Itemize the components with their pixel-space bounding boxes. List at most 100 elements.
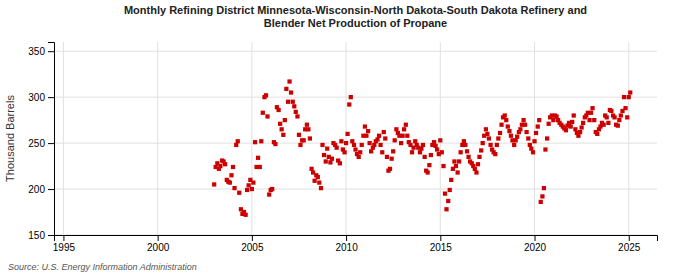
point (570, 120, 574, 124)
x-tick-label: 2015 (430, 242, 453, 253)
point (456, 170, 460, 174)
point (312, 179, 316, 183)
point (581, 121, 585, 125)
point (540, 194, 544, 198)
x-tick-mark (535, 235, 536, 241)
point (595, 132, 599, 136)
title: Monthly Refining District Minnesota-Wisc… (124, 4, 587, 29)
point (446, 199, 450, 203)
point (306, 127, 310, 131)
point (619, 113, 623, 117)
point (324, 159, 328, 163)
point (493, 152, 497, 156)
grid (54, 42, 657, 235)
point (612, 115, 616, 119)
y-tick: 250 (28, 138, 54, 149)
point (423, 155, 427, 159)
point (328, 160, 332, 164)
y-tick: 350 (28, 46, 54, 57)
point (292, 104, 296, 108)
point (228, 180, 232, 184)
y-tick-mark (48, 97, 54, 98)
point (523, 123, 527, 127)
point (283, 118, 287, 122)
point (394, 127, 398, 131)
point (280, 127, 284, 131)
x-tick-mark (629, 235, 630, 241)
point (261, 111, 265, 115)
point (402, 127, 406, 131)
grid-line-y (54, 189, 657, 190)
grid-line-y (54, 51, 657, 52)
point (413, 139, 417, 143)
x-tick-label: 2020 (524, 242, 547, 253)
x-axis: 1995200020052010201520202025 (53, 235, 658, 253)
point (457, 159, 461, 163)
point (265, 114, 269, 118)
point (366, 129, 370, 133)
point (443, 192, 447, 196)
point (404, 123, 408, 127)
point (237, 191, 241, 195)
y-tick-label: 300 (28, 92, 45, 103)
grid-line-x (628, 42, 629, 235)
y-tick-mark (48, 189, 54, 190)
point (352, 143, 356, 147)
point (339, 139, 343, 143)
point (421, 143, 425, 147)
point (410, 150, 414, 154)
point (223, 162, 227, 166)
grid-line-y (54, 97, 657, 98)
point (476, 162, 480, 166)
point (623, 106, 627, 110)
y-tick-mark (48, 51, 54, 52)
point (358, 150, 362, 154)
point (287, 79, 291, 83)
point (253, 140, 257, 144)
grid-line-x (346, 42, 347, 235)
point (551, 118, 555, 122)
point (440, 150, 444, 154)
point (427, 163, 431, 167)
point (466, 155, 470, 159)
point (484, 127, 488, 131)
point (526, 136, 530, 140)
point (473, 167, 477, 171)
point (284, 87, 288, 91)
point (325, 146, 329, 150)
point (507, 129, 511, 133)
point (485, 132, 489, 136)
point (229, 173, 233, 177)
point (531, 150, 535, 154)
point (590, 106, 594, 110)
point (322, 153, 326, 157)
point (382, 130, 386, 134)
point (495, 143, 499, 147)
point (572, 113, 576, 117)
points (212, 79, 632, 217)
point (545, 136, 549, 140)
x-axis-line (55, 236, 658, 242)
point (297, 133, 301, 137)
point (281, 133, 285, 137)
point (383, 136, 387, 140)
point (479, 148, 483, 152)
point (364, 134, 368, 138)
point (244, 213, 248, 217)
point (481, 141, 485, 145)
point (477, 155, 481, 159)
point (488, 143, 492, 147)
point (258, 165, 262, 169)
point (580, 125, 584, 129)
point (363, 124, 367, 128)
point (305, 123, 309, 127)
point (554, 114, 558, 118)
point (335, 146, 339, 150)
point (429, 153, 433, 157)
x-tick-label: 1995 (53, 242, 76, 253)
point (330, 157, 334, 161)
point (276, 108, 280, 112)
point (441, 164, 445, 168)
grid-line-x (251, 42, 252, 235)
grid-line-x (534, 42, 535, 235)
